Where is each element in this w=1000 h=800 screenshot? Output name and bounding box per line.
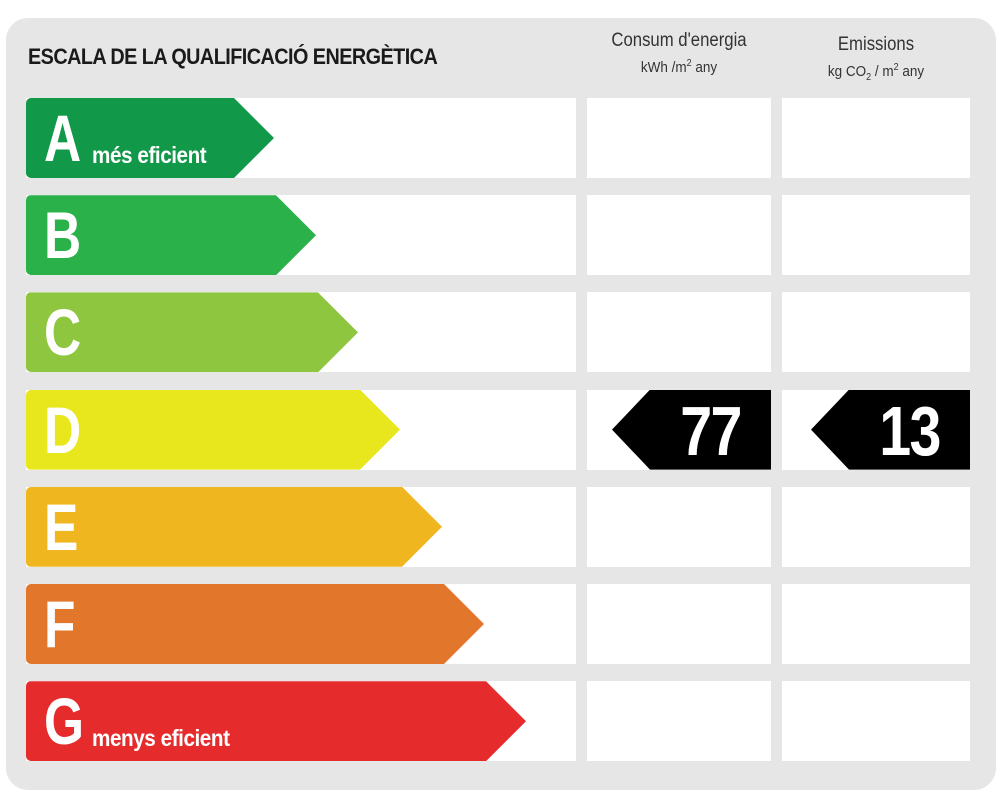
class-letter: F <box>44 587 76 661</box>
emissions-cell <box>782 486 970 567</box>
consum-value: 77 <box>680 391 742 470</box>
column-header-emissions-unit: kg CO2 / m2 any <box>827 62 925 83</box>
consum-cell <box>587 486 771 567</box>
column-header-consum-unit: kWh /m2 any <box>640 58 718 76</box>
emissions-cell <box>782 98 970 178</box>
class-caption: més eficient <box>92 142 207 168</box>
class-letter: B <box>44 198 82 273</box>
rating-row-b: B <box>0 195 1000 276</box>
consum-cell <box>587 195 771 276</box>
class-bar-c: C <box>26 292 358 372</box>
emissions-cell <box>782 681 970 762</box>
column-header-emissions-label: Emissions <box>837 34 915 55</box>
emissions-value: 13 <box>879 391 941 470</box>
column-header-consum: Consum d'energia kWh /m2 any <box>587 30 771 76</box>
rating-row-c: C <box>0 292 1000 373</box>
emissions-value-marker: 13 <box>811 389 970 470</box>
class-letter: G <box>44 684 85 759</box>
page-title: ESCALA DE LA QUALIFICACIÓ ENERGÈTICA <box>28 44 438 69</box>
consum-value-marker: 77 <box>612 389 771 470</box>
rating-row-e: E <box>0 486 1000 567</box>
class-letter: D <box>44 392 82 467</box>
emissions-cell <box>782 292 970 373</box>
class-bar-f: F <box>26 584 484 664</box>
class-bar-b: B <box>26 195 316 275</box>
consum-cell <box>587 98 771 178</box>
column-header-consum-label: Consum d'energia <box>611 30 747 51</box>
class-bar-e: E <box>26 487 442 567</box>
rating-row-d: D 77 13 <box>0 389 1000 470</box>
consum-cell <box>587 681 771 762</box>
consum-cell <box>587 292 771 373</box>
column-header-emissions: Emissions kg CO2 / m2 any <box>782 34 970 83</box>
rating-row-f: F <box>0 584 1000 664</box>
consum-cell <box>587 584 771 664</box>
class-letter: E <box>44 489 79 564</box>
class-letter: A <box>44 101 82 175</box>
emissions-cell <box>782 584 970 664</box>
class-bar-d: D <box>26 390 400 470</box>
emissions-cell <box>782 195 970 276</box>
class-caption: menys eficient <box>92 725 230 752</box>
class-letter: C <box>44 295 82 370</box>
